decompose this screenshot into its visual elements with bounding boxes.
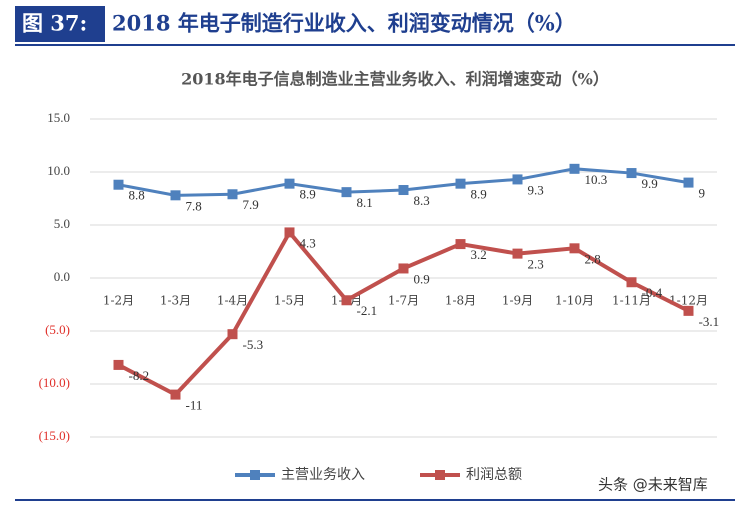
point-marker	[113, 359, 124, 370]
value-label: -5.3	[243, 337, 264, 352]
x-tick-label: 1-2月	[103, 294, 134, 308]
point-marker	[170, 190, 181, 201]
y-tick-label: 15.0	[47, 110, 70, 125]
y-tick-label: 0.0	[54, 269, 70, 284]
legend-marker	[435, 470, 445, 480]
point-marker	[398, 263, 409, 274]
y-tick-label: 5.0	[54, 216, 70, 231]
value-label: 9.3	[528, 182, 544, 197]
value-label: 2.3	[528, 257, 544, 272]
point-marker	[398, 185, 409, 196]
legend-label: 主营业务收入	[281, 467, 365, 483]
value-label: 8.9	[471, 187, 487, 202]
value-label: -2.1	[357, 303, 378, 318]
point-marker	[113, 179, 124, 190]
point-marker	[227, 189, 238, 200]
value-label: 3.2	[471, 247, 487, 262]
value-label: 9.9	[642, 176, 658, 191]
legend-label: 利润总额	[466, 467, 522, 483]
point-marker	[683, 305, 694, 316]
x-tick-label: 1-11月	[612, 294, 651, 308]
x-tick-label: 1-4月	[217, 294, 248, 308]
header-title: 2018 年电子制造行业收入、利润变动情况（%）	[112, 11, 576, 36]
point-marker	[512, 248, 523, 259]
series-line	[117, 228, 690, 398]
x-tick-label: 1-9月	[502, 294, 533, 308]
value-label: 7.9	[243, 197, 259, 212]
y-tick-label: (10.0)	[39, 375, 70, 390]
value-label: 9	[699, 186, 706, 201]
value-label: 8.9	[300, 187, 316, 202]
watermark: 头条 @未来智库	[598, 476, 708, 494]
x-tick-label: 1-10月	[555, 294, 594, 308]
value-label: -8.2	[129, 368, 150, 383]
point-marker	[626, 277, 637, 288]
y-tick-label: (15.0)	[39, 428, 70, 443]
point-marker	[626, 168, 637, 179]
y-tick-label: 10.0	[47, 163, 70, 178]
x-tick-label: 1-8月	[445, 294, 476, 308]
x-tick-label: 1-7月	[388, 294, 419, 308]
point-marker	[341, 295, 352, 306]
point-marker	[284, 178, 295, 189]
x-tick-label: 1-5月	[274, 294, 305, 308]
y-tick-label: (5.0)	[45, 322, 70, 337]
point-marker	[170, 389, 181, 400]
value-label: -3.1	[699, 314, 720, 329]
point-marker	[569, 163, 580, 174]
point-marker	[569, 243, 580, 254]
header-badge	[15, 6, 105, 42]
value-label: 0.9	[414, 271, 430, 286]
value-label: 7.8	[186, 198, 202, 213]
point-marker	[227, 329, 238, 340]
point-marker	[683, 177, 694, 188]
value-label: 2.8	[585, 251, 601, 266]
chart-title: 2018年电子信息制造业主营业务收入、利润增速变动（%）	[181, 70, 609, 89]
value-label: -0.4	[642, 285, 663, 300]
point-marker	[512, 174, 523, 185]
header-label: 图 37:	[22, 11, 87, 36]
x-tick-label: 1-3月	[160, 294, 191, 308]
point-marker	[455, 239, 466, 250]
point-marker	[284, 227, 295, 238]
value-label: 10.3	[585, 172, 608, 187]
value-label: 8.3	[414, 193, 430, 208]
value-label: 8.8	[129, 188, 145, 203]
legend-marker	[250, 470, 260, 480]
value-label: 4.3	[300, 235, 316, 250]
value-label: -11	[186, 398, 203, 413]
value-label: 8.1	[357, 195, 373, 210]
point-marker	[341, 187, 352, 198]
point-marker	[455, 178, 466, 189]
